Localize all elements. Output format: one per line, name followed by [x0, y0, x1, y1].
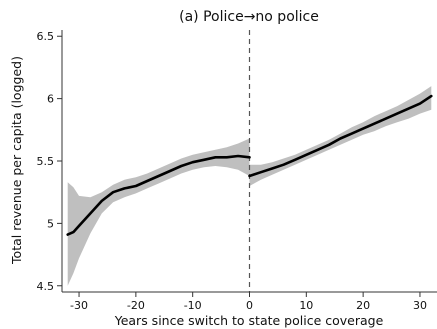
x-axis-label: Years since switch to state police cover…: [114, 313, 384, 328]
y-tick-label: 4.5: [37, 280, 55, 293]
y-tick-label: 6.5: [37, 30, 55, 43]
x-tick-label: -30: [70, 299, 88, 312]
y-tick-label: 5.5: [37, 155, 55, 168]
x-tick-label: 10: [299, 299, 313, 312]
x-tick-label: 20: [356, 299, 370, 312]
x-tick-label: -10: [184, 299, 202, 312]
fit-line-post: [248, 94, 433, 178]
x-tick-label: 30: [413, 299, 427, 312]
fit-line-pre: [66, 154, 251, 236]
chart-title: (a) Police→no police: [179, 9, 319, 25]
y-tick-label: 6: [47, 93, 54, 106]
y-tick-label: 5: [47, 217, 54, 230]
x-tick-label: 0: [246, 299, 253, 312]
fitted-lines: [66, 94, 433, 236]
ticks: 4.5 5 5.5 6 6.5 -30 -20 -10 0 10 20 30: [37, 30, 427, 312]
confidence-band-pre: [67, 138, 250, 286]
x-tick-label: -20: [127, 299, 145, 312]
confidence-band-post: [249, 86, 432, 186]
y-axis-label: Total revenue per capita (logged): [9, 56, 24, 265]
